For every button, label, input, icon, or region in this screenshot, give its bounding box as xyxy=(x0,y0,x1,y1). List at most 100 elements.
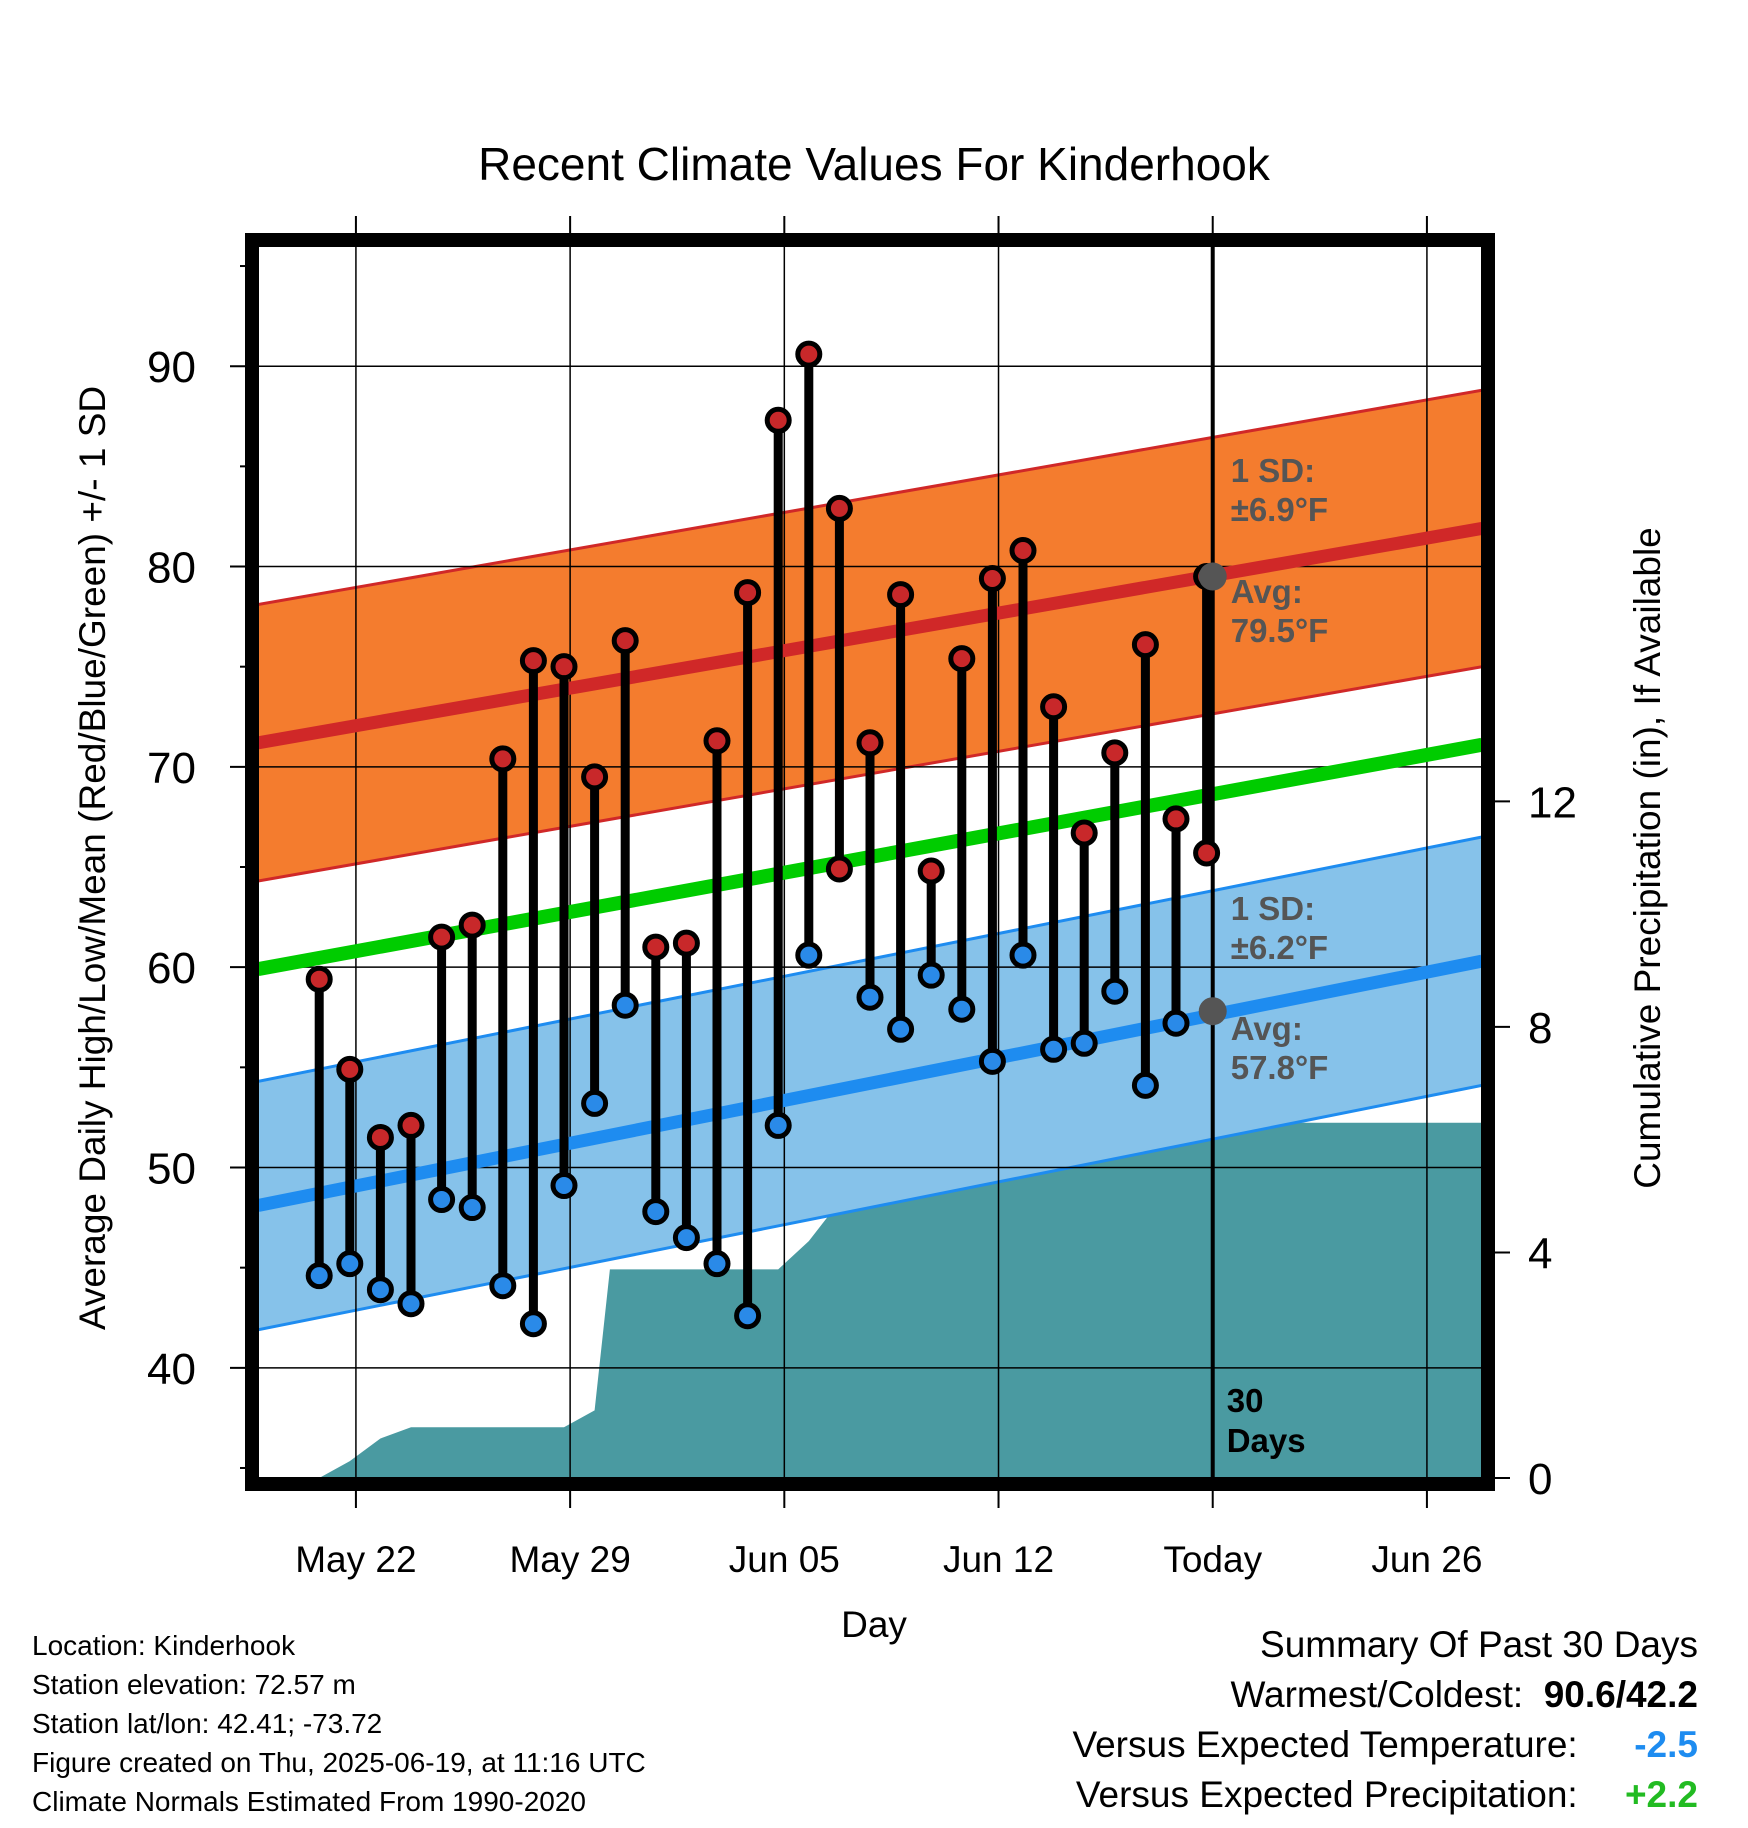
daily-high-marker xyxy=(611,627,639,655)
daily-high-marker xyxy=(948,645,976,673)
location-text: Location: Kinderhook xyxy=(32,1630,296,1661)
daily-low-marker xyxy=(397,1290,425,1318)
daily-low-marker xyxy=(1101,977,1129,1005)
high-avg-value: 79.5°F xyxy=(1231,612,1329,649)
daily-high-marker xyxy=(1162,805,1190,833)
x-tick-label: Jun 12 xyxy=(943,1539,1054,1580)
y2-axis-label: Cumulative Precipitation (in), If Availa… xyxy=(1627,527,1668,1189)
high-sd-value: ±6.9°F xyxy=(1231,491,1328,528)
temp-anomaly-label: Versus Expected Temperature: xyxy=(1072,1724,1578,1765)
daily-low-marker xyxy=(1040,1035,1068,1063)
daily-high-marker xyxy=(581,763,609,791)
plot-frame xyxy=(245,233,1495,1491)
normal-high-band-upper xyxy=(258,388,1482,607)
low-avg-value: 57.8°F xyxy=(1231,1049,1329,1086)
temp-anomaly-value: -2.5 xyxy=(1634,1724,1698,1765)
daily-low-marker xyxy=(366,1276,394,1304)
daily-low-marker xyxy=(764,1111,792,1139)
daily-high-marker xyxy=(1009,536,1037,564)
y-tick-label: 40 xyxy=(147,1345,196,1394)
daily-low-marker xyxy=(856,983,884,1011)
daily-low-marker xyxy=(458,1194,486,1222)
daily-high-marker xyxy=(397,1111,425,1139)
summary-warm-cold: Warmest/Coldest: 90.6/42.2 xyxy=(1230,1674,1698,1716)
x-tick-label: Today xyxy=(1163,1539,1262,1580)
y-tick-label: 70 xyxy=(147,744,196,793)
warm-cold-label: Warmest/Coldest: xyxy=(1230,1674,1524,1715)
y-tick-label: 50 xyxy=(147,1144,196,1193)
daily-high-marker xyxy=(489,745,517,773)
daily-low-marker xyxy=(1131,1071,1159,1099)
daily-low-marker xyxy=(1070,1029,1098,1057)
daily-high-marker xyxy=(795,340,823,368)
x-tick-label: May 29 xyxy=(509,1539,630,1580)
daily-high-marker xyxy=(642,933,670,961)
low-sd-value: ±6.2°F xyxy=(1231,929,1328,966)
daily-low-marker xyxy=(1193,839,1221,867)
summary-temp: Versus Expected Temperature: -2.5 xyxy=(1072,1724,1698,1766)
summary-precip: Versus Expected Precipitation: +2.2 xyxy=(1076,1774,1698,1816)
daily-high-marker xyxy=(1070,819,1098,847)
x-tick-label: May 22 xyxy=(295,1539,416,1580)
created-text: Figure created on Thu, 2025-06-19, at 11… xyxy=(32,1747,646,1778)
daily-low-marker xyxy=(1009,941,1037,969)
precip-anomaly-label: Versus Expected Precipitation: xyxy=(1075,1774,1578,1815)
daily-low-marker xyxy=(336,1250,364,1278)
y2-tick-label: 4 xyxy=(1528,1229,1552,1278)
y2-tick-label: 8 xyxy=(1528,1004,1552,1053)
daily-high-marker xyxy=(550,653,578,681)
daily-high-marker xyxy=(917,857,945,885)
daily-high-marker xyxy=(887,581,915,609)
normal-low-line xyxy=(258,954,1482,1212)
daily-high-marker xyxy=(336,1055,364,1083)
daily-high-marker xyxy=(856,729,884,757)
chart-title: Recent Climate Values For Kinderhook xyxy=(478,138,1271,190)
latlon-text: Station lat/lon: 42.41; -73.72 xyxy=(32,1708,383,1739)
daily-high-marker xyxy=(1040,693,1068,721)
daily-low-marker xyxy=(642,1198,670,1226)
y-axis-label: Average Daily High/Low/Mean (Red/Blue/Gr… xyxy=(72,386,113,1330)
window-label-number: 30 xyxy=(1227,1382,1264,1419)
daily-high-marker xyxy=(366,1123,394,1151)
daily-high-marker xyxy=(734,579,762,607)
summary-title: Summary Of Past 30 Days xyxy=(1260,1624,1698,1665)
daily-low-marker xyxy=(948,995,976,1023)
daily-high-marker xyxy=(1131,631,1159,659)
daily-low-marker xyxy=(917,961,945,989)
daily-high-marker xyxy=(825,494,853,522)
daily-low-marker xyxy=(305,1262,333,1290)
low-avg-dot xyxy=(1198,997,1227,1026)
y-tick-label: 80 xyxy=(147,544,196,593)
low-avg-label: Avg: xyxy=(1231,1010,1303,1047)
daily-high-marker xyxy=(764,406,792,434)
high-avg-label: Avg: xyxy=(1231,573,1303,610)
daily-low-marker xyxy=(489,1272,517,1300)
precipitation-area xyxy=(319,1122,1482,1478)
daily-low-marker xyxy=(795,941,823,969)
normal-high-line xyxy=(258,522,1482,750)
daily-low-marker xyxy=(703,1250,731,1278)
y-tick-label: 90 xyxy=(147,343,196,392)
normal-low-band-lower xyxy=(258,1083,1482,1332)
daily-low-marker xyxy=(519,1310,547,1338)
daily-low-marker xyxy=(978,1047,1006,1075)
normals-text: Climate Normals Estimated From 1990-2020 xyxy=(32,1786,586,1817)
daily-low-marker xyxy=(581,1089,609,1117)
warm-cold-value: 90.6/42.2 xyxy=(1543,1674,1698,1715)
daily-high-marker xyxy=(458,911,486,939)
daily-low-marker xyxy=(1162,1009,1190,1037)
daily-low-marker xyxy=(428,1186,456,1214)
elevation-text: Station elevation: 72.57 m xyxy=(32,1669,356,1700)
window-label-text: Days xyxy=(1227,1422,1306,1459)
daily-low-marker xyxy=(611,991,639,1019)
high-avg-dot xyxy=(1198,562,1227,591)
daily-low-marker xyxy=(672,1224,700,1252)
daily-high-marker xyxy=(1101,739,1129,767)
precip-anomaly-value: +2.2 xyxy=(1624,1774,1698,1815)
y-tick-label: 60 xyxy=(147,944,196,993)
daily-high-marker xyxy=(519,647,547,675)
low-sd-label: 1 SD: xyxy=(1231,890,1315,927)
y2-tick-label: 12 xyxy=(1528,778,1577,827)
